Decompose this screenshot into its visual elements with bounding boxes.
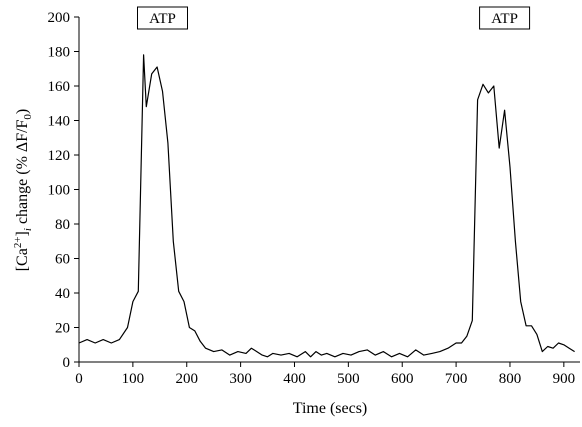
x-tick-label: 700 bbox=[445, 371, 468, 387]
x-tick-label: 600 bbox=[391, 371, 414, 387]
y-axis-title-bracket: ] bbox=[14, 231, 31, 236]
y-tick-label: 0 bbox=[63, 355, 71, 371]
y-tick-label: 140 bbox=[48, 114, 71, 130]
y-axis-title-subscript: i bbox=[22, 228, 34, 231]
x-axis-title: Time (secs) bbox=[293, 400, 368, 417]
annotation-label: ATP bbox=[149, 11, 176, 27]
y-tick-label: 40 bbox=[55, 286, 70, 302]
annotation-box bbox=[479, 6, 531, 30]
y-axis-title: [Ca2+]i change (% ΔF/F0) bbox=[12, 109, 34, 272]
y-tick-label: 20 bbox=[55, 321, 70, 337]
y-axis-title-prefix: [Ca bbox=[14, 248, 31, 271]
y-tick-label: 180 bbox=[48, 45, 71, 61]
y-tick-label: 80 bbox=[55, 217, 70, 233]
y-axis-title-superscript: 2+ bbox=[12, 236, 24, 248]
annotation-box bbox=[137, 6, 188, 30]
y-axis-title-sub0: 0 bbox=[22, 114, 34, 120]
annotation-atp-2: ATP bbox=[479, 6, 531, 30]
x-tick-label: 200 bbox=[175, 371, 198, 387]
annotations: ATP ATP bbox=[137, 6, 531, 30]
x-tick-label: 400 bbox=[283, 371, 306, 387]
x-tick-label: 300 bbox=[229, 371, 252, 387]
annotation-label: ATP bbox=[491, 11, 518, 27]
x-tick-label: 500 bbox=[337, 371, 360, 387]
y-tick-label: 120 bbox=[48, 148, 71, 164]
annotation-atp-1: ATP bbox=[137, 6, 188, 30]
x-tick-label: 900 bbox=[553, 371, 576, 387]
y-axis-ticks: 0 20 40 60 80 100 120 140 160 180 200 bbox=[48, 10, 79, 371]
y-axis-title-end: ) bbox=[14, 109, 31, 114]
y-axis-title-suffix: change (% ΔF/F bbox=[14, 119, 31, 228]
y-tick-label: 160 bbox=[48, 79, 71, 95]
y-tick-label: 100 bbox=[48, 183, 71, 199]
x-axis-ticks: 0 100 200 300 400 500 600 700 800 900 bbox=[75, 362, 575, 387]
y-tick-label: 200 bbox=[48, 10, 71, 26]
y-tick-label: 60 bbox=[55, 252, 70, 268]
x-tick-label: 0 bbox=[75, 371, 83, 387]
x-tick-label: 800 bbox=[499, 371, 522, 387]
series-line-ca-change bbox=[78, 54, 575, 358]
x-tick-label: 100 bbox=[122, 371, 145, 387]
